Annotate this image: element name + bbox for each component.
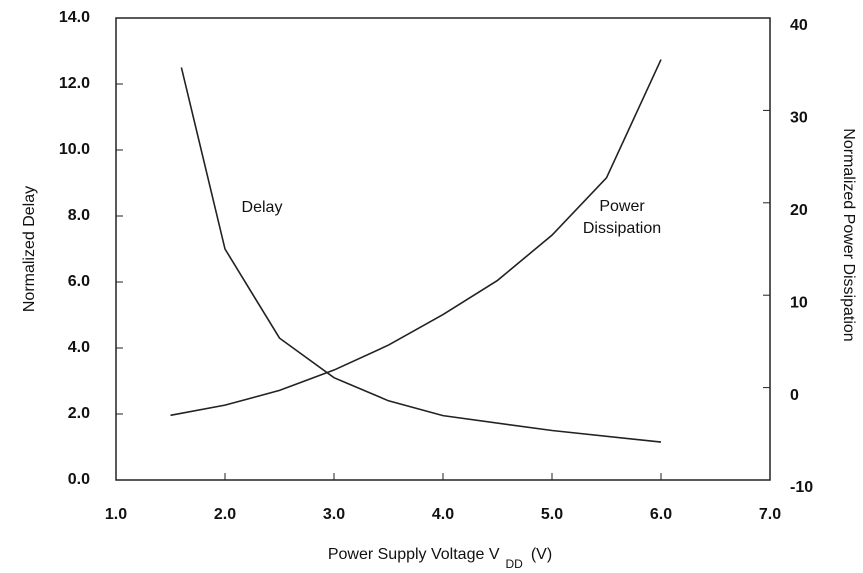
- x-label-subscript: DD: [506, 557, 524, 571]
- y-tick-label: 0.0: [68, 471, 90, 488]
- x-axis-label: Power Supply Voltage V DD (V): [328, 546, 552, 571]
- x-tick-label: 1.0: [105, 506, 127, 523]
- y2-tick-label: 10: [790, 294, 808, 311]
- y-axis-label: Normalized Delay: [21, 186, 38, 312]
- x-tick-label: 3.0: [323, 506, 345, 523]
- plot-frame: [116, 18, 770, 480]
- annotation: Power: [599, 198, 645, 215]
- y-tick-label: 4.0: [68, 339, 90, 356]
- y2-tick-label: 20: [790, 202, 808, 219]
- y2-tick-label: 40: [790, 17, 808, 34]
- x-tick-label: 2.0: [214, 506, 236, 523]
- x-tick-label: 7.0: [759, 506, 781, 523]
- x-tick-label: 5.0: [541, 506, 563, 523]
- y-tick-label: 2.0: [68, 405, 90, 422]
- x-label-unit: (V): [531, 546, 552, 563]
- page: Normalized Delay Normalized Power Dissip…: [0, 0, 863, 573]
- y2-tick-label: 0: [790, 387, 799, 404]
- x-tick-label: 6.0: [650, 506, 672, 523]
- y2-tick-label: -10: [790, 479, 813, 496]
- series-line: [181, 68, 661, 443]
- chart: Normalized Delay Normalized Power Dissip…: [0, 0, 863, 573]
- y-tick-label: 10.0: [59, 141, 90, 158]
- annotation: Dissipation: [583, 220, 661, 237]
- series-line: [171, 60, 662, 416]
- y2-tick-label: 30: [790, 110, 808, 127]
- y-tick-label: 6.0: [68, 273, 90, 290]
- y2-axis-label: Normalized Power Dissipation: [840, 128, 857, 341]
- y-tick-label: 12.0: [59, 75, 90, 92]
- y-tick-label: 8.0: [68, 207, 90, 224]
- x-label-main: Power Supply Voltage V: [328, 546, 500, 563]
- x-tick-label: 4.0: [432, 506, 454, 523]
- annotation: Delay: [242, 199, 283, 216]
- y-tick-label: 14.0: [59, 9, 90, 26]
